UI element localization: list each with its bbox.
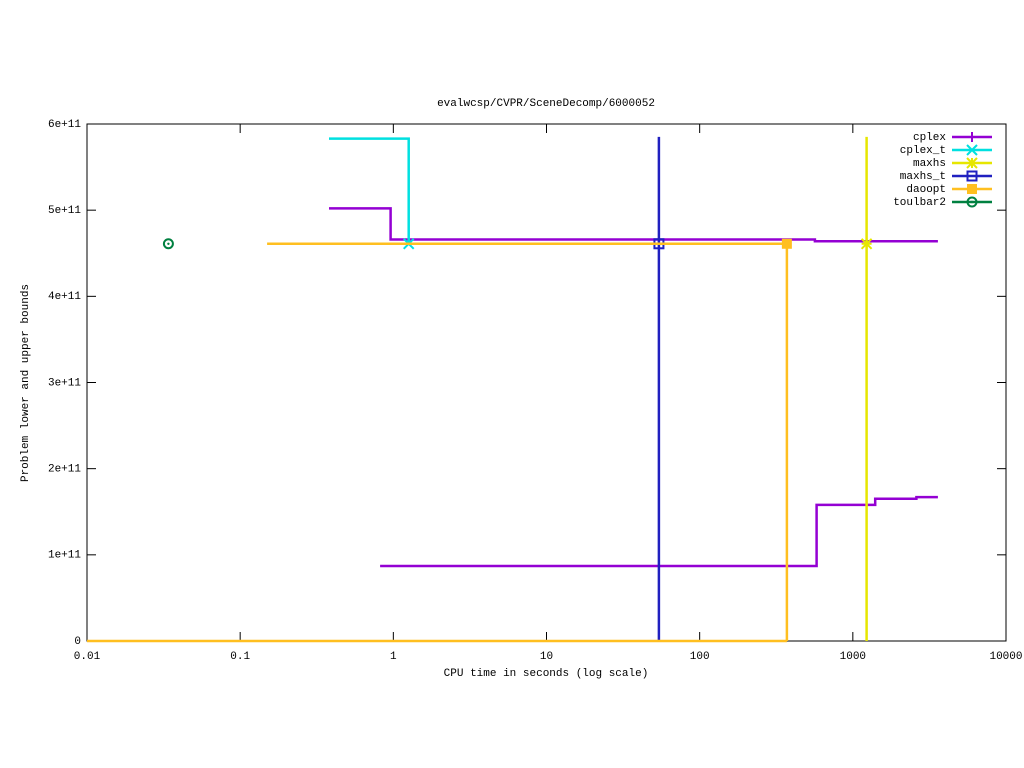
marker-shape	[966, 170, 978, 182]
marker-stroke	[860, 238, 873, 250]
y-tick-label: 6e+11	[48, 119, 81, 131]
marker	[966, 170, 978, 182]
marker	[860, 238, 873, 250]
marker	[967, 132, 977, 142]
y-tick-label: 5e+11	[48, 205, 81, 217]
marker	[966, 144, 978, 156]
x-tick-label: 1	[390, 651, 397, 663]
y-tick-label: 3e+11	[48, 377, 81, 389]
x-tick-label: 1000	[840, 651, 866, 663]
legend-label: daoopt	[906, 184, 946, 196]
marker-shape	[167, 242, 170, 245]
y-tick-label: 1e+11	[48, 550, 81, 562]
legend-label: cplex	[913, 132, 946, 144]
y-tick-label: 0	[74, 636, 81, 648]
marker-shape	[781, 238, 792, 249]
legend-label: maxhs	[913, 158, 946, 170]
legend-label: maxhs_t	[900, 171, 946, 183]
legend-label: cplex_t	[900, 145, 946, 157]
marker	[966, 157, 978, 169]
marker	[966, 196, 978, 208]
marker-shape	[162, 238, 174, 250]
series-line	[329, 207, 938, 568]
x-tick-label: 0.01	[74, 651, 101, 663]
marker-shape	[967, 184, 977, 194]
marker-stroke	[966, 157, 978, 169]
x-tick-label: 10	[540, 651, 553, 663]
marker	[967, 184, 977, 194]
y-tick-label: 4e+11	[48, 291, 81, 303]
legend-label: toulbar2	[893, 197, 946, 209]
y-tick-label: 2e+11	[48, 464, 81, 476]
y-axis-label: Problem lower and upper bounds	[20, 284, 32, 482]
marker	[162, 238, 174, 250]
chart-title: evalwcsp/CVPR/SceneDecomp/6000052	[437, 98, 655, 110]
marker-stroke	[966, 144, 978, 156]
series-line	[329, 137, 410, 244]
x-tick-label: 100	[690, 651, 710, 663]
x-axis-label: CPU time in seconds (log scale)	[444, 668, 649, 680]
x-tick-label: 10000	[989, 651, 1022, 663]
marker	[781, 238, 792, 249]
marker-shape	[970, 200, 974, 204]
x-tick-label: 0.1	[230, 651, 250, 663]
marker-shape	[966, 196, 978, 208]
